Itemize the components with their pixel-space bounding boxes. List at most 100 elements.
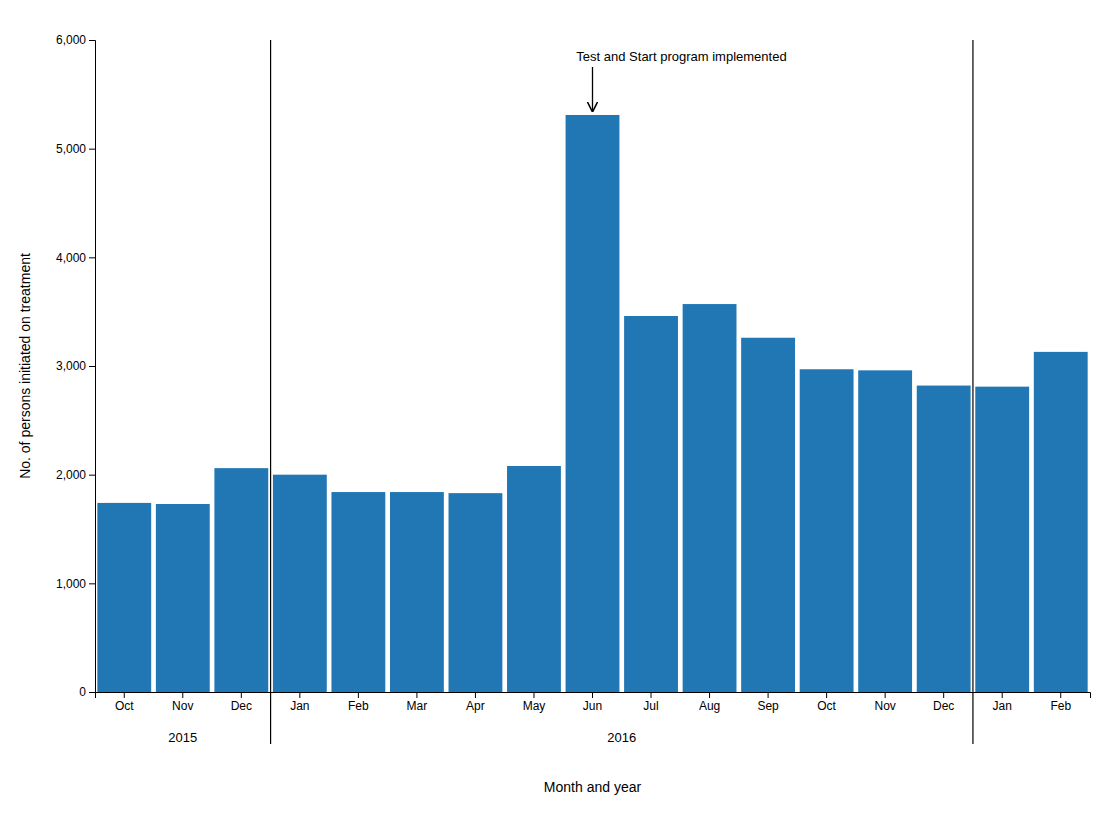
bar [273,475,327,692]
y-tick-mark [89,692,95,693]
x-tick: Feb [1050,692,1071,713]
x-tick: Jan [290,692,309,713]
x-tick-mark [943,692,944,698]
bar [683,304,737,692]
x-tick-mark [416,692,417,698]
x-tick: Dec [231,692,252,713]
x-tick-mark [885,692,886,698]
bars [97,115,1087,692]
bar [858,370,912,692]
x-tick-label: Mar [407,699,428,713]
category-groups: 20152016 [168,40,973,745]
bar [507,466,561,692]
x-tick: Jul [643,692,658,713]
y-tick-label: 4,000 [56,251,86,265]
x-tick-mark [358,692,359,698]
x-tick-label: Dec [933,699,954,713]
x-tick-mark [1060,692,1061,698]
x-tick-label: Sep [757,699,779,713]
x-tick: Oct [817,692,836,713]
x-tick-mark [651,692,652,698]
x-tick-mark [241,692,242,698]
x-tick-mark [299,692,300,698]
x-tick: May [523,692,546,713]
x-tick: Mar [407,692,428,713]
group-separator [972,40,973,744]
x-tick: Oct [115,692,134,713]
x-tick-mark [709,692,710,698]
chart: 01,0002,0003,0004,0005,0006,000OctNovDec… [0,0,1120,827]
x-tick: Dec [933,692,954,713]
bar [1034,352,1088,692]
x-tick: Nov [874,692,895,713]
x-tick-label: May [523,699,546,713]
y-tick: 4,000 [56,251,95,265]
bar [624,316,678,692]
x-tick-label: Jul [643,699,658,713]
y-tick-label: 3,000 [56,359,86,373]
y-tick-mark [89,366,95,367]
x-tick-mark [124,692,125,698]
y-axis-line [89,41,96,693]
x-tick-mark [826,692,827,698]
y-tick-mark [89,257,95,258]
group-label: 2015 [168,730,197,745]
x-tick-label: Jan [290,699,309,713]
x-tick-label: Nov [874,699,895,713]
x-tick: Jun [583,692,602,713]
x-tick-mark [768,692,769,698]
x-tick-label: Feb [348,699,369,713]
x-tick-label: Nov [172,699,193,713]
x-tick: Jan [993,692,1012,713]
y-tick-label: 1,000 [56,577,86,591]
y-tick-mark [89,149,95,150]
y-tick: 2,000 [56,468,95,482]
y-tick-mark [89,40,95,41]
y-tick: 0 [79,685,95,699]
x-axis-line [96,693,1091,699]
y-tick: 5,000 [56,142,95,156]
x-axis-title: Month and year [544,779,642,795]
x-tick-mark [182,692,183,698]
x-tick: Apr [466,692,485,713]
y-tick-mark [89,475,95,476]
bar [156,504,210,692]
x-tick-mark [1002,692,1003,698]
y-tick-label: 0 [79,685,86,699]
x-tick-mark [592,692,593,698]
x-axis: Oct Nov Dec Jan Feb Mar Apr May Jun Jul Aug Sep Oct N… [96,692,1091,713]
bar [214,468,268,692]
group-separator [270,40,271,744]
x-tick: Feb [348,692,369,713]
y-axis: 01,0002,0003,0004,0005,0006,000 [56,33,96,699]
bar [390,492,444,692]
x-tick-mark [533,692,534,698]
bar [566,115,620,692]
y-tick-mark [89,583,95,584]
x-tick-mark [475,692,476,698]
bar [449,493,503,692]
bar [975,387,1029,692]
x-tick: Sep [757,692,779,713]
bar [917,386,971,692]
x-tick: Nov [172,692,193,713]
plot: 01,0002,0003,0004,0005,0006,000OctNovDec… [17,33,1091,795]
x-tick-label: Oct [817,699,836,713]
x-tick-label: Apr [466,699,485,713]
x-tick-label: Jun [583,699,602,713]
y-tick-label: 5,000 [56,142,86,156]
bar [800,369,854,692]
bar [97,503,151,692]
y-tick-label: 2,000 [56,468,86,482]
annotation-arrow [592,67,593,111]
x-tick-label: Feb [1050,699,1071,713]
x-tick-label: Oct [115,699,134,713]
x-tick: Aug [699,692,720,713]
annotations: Test and Start program implemented [576,49,786,111]
annotation-text: Test and Start program implemented [576,49,786,64]
bar [741,338,795,692]
x-tick-label: Aug [699,699,720,713]
bar [331,492,385,692]
y-tick: 3,000 [56,359,95,373]
x-tick-label: Dec [231,699,252,713]
